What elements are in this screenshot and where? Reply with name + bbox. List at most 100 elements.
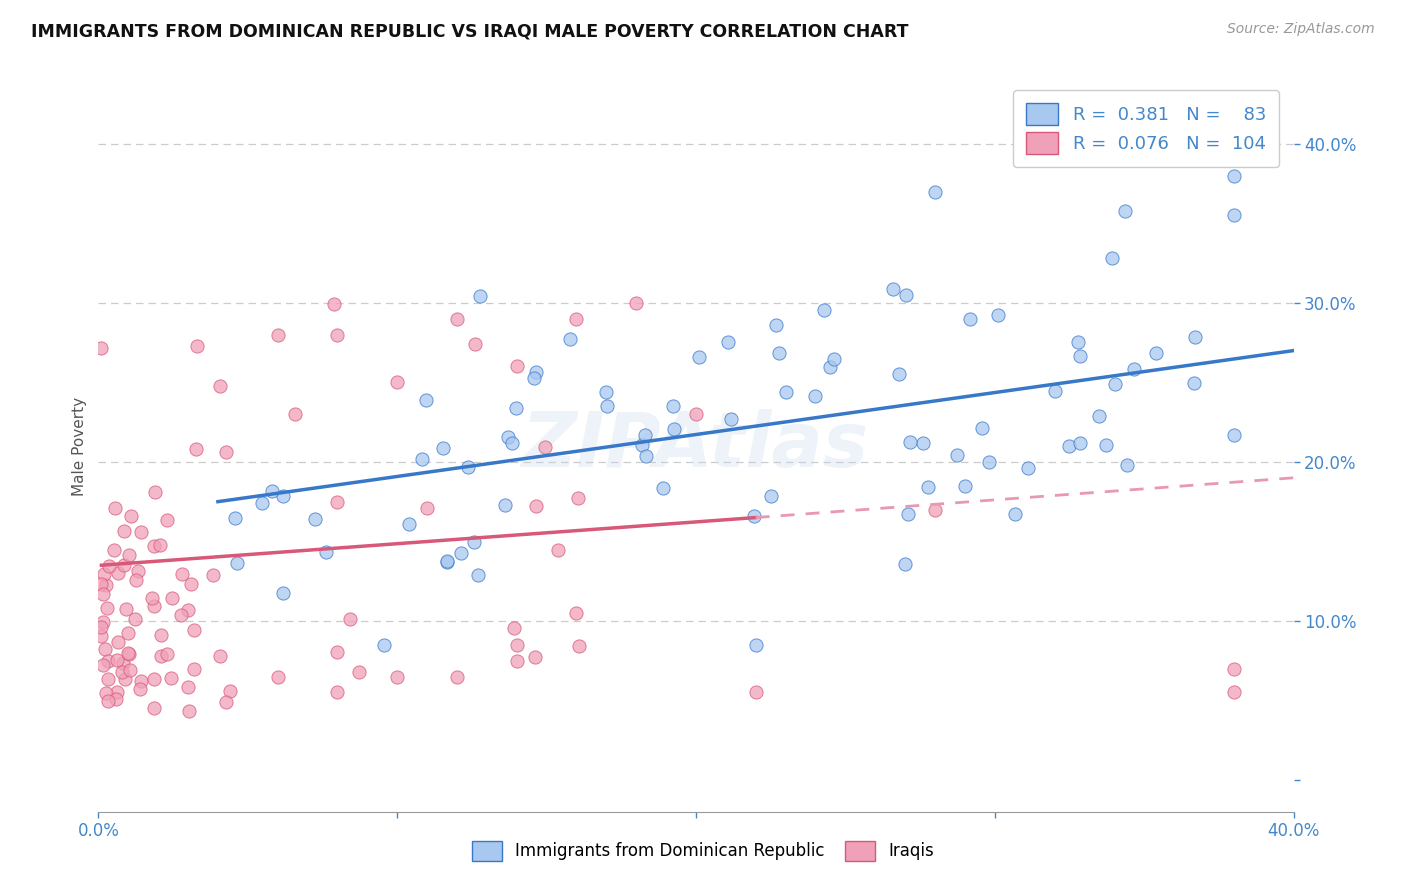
Point [436, 554, 458, 568]
Point [143, 599, 166, 613]
Point [326, 644, 349, 658]
Point [463, 534, 485, 549]
Point [93, 567, 115, 582]
Point [117, 646, 139, 660]
Point [114, 672, 136, 686]
Point [105, 691, 128, 706]
Point [202, 567, 225, 582]
Point [124, 612, 146, 626]
Point [150, 649, 173, 664]
Point [742, 508, 765, 523]
Point [917, 480, 939, 494]
Point [112, 558, 135, 572]
Point [446, 669, 468, 683]
Point [94, 641, 117, 656]
Point [304, 511, 326, 525]
Point [1223, 169, 1246, 183]
Point [634, 428, 657, 442]
Point [112, 657, 135, 671]
Point [464, 337, 486, 351]
Point [117, 626, 139, 640]
Point [468, 289, 491, 303]
Point [267, 327, 290, 342]
Text: Source: ZipAtlas.com: Source: ZipAtlas.com [1227, 22, 1375, 37]
Point [224, 510, 246, 524]
Point [209, 379, 232, 393]
Point [215, 445, 238, 459]
Point [505, 401, 527, 416]
Point [651, 481, 673, 495]
Point [720, 412, 742, 426]
Point [129, 525, 152, 540]
Point [326, 494, 349, 508]
Point [90, 577, 112, 591]
Point [634, 449, 657, 463]
Point [385, 669, 409, 683]
Point [110, 665, 132, 679]
Point [818, 359, 841, 374]
Point [315, 544, 337, 558]
Point [170, 566, 193, 581]
Point [184, 442, 207, 457]
Point [897, 507, 920, 521]
Point [271, 490, 294, 504]
Point [987, 309, 1010, 323]
Point [1223, 685, 1246, 699]
Point [1017, 461, 1039, 475]
Legend: R =  0.381   N =    83, R =  0.076   N =  104: R = 0.381 N = 83, R = 0.076 N = 104 [1012, 90, 1278, 167]
Point [143, 701, 166, 715]
Point [565, 311, 588, 326]
Point [252, 496, 274, 510]
Point [1223, 209, 1246, 223]
Point [664, 421, 686, 435]
Point [1144, 346, 1167, 360]
Text: IMMIGRANTS FROM DOMINICAN REPUBLIC VS IRAQI MALE POVERTY CORRELATION CHART: IMMIGRANTS FROM DOMINICAN REPUBLIC VS IR… [31, 22, 908, 40]
Point [685, 407, 707, 421]
Point [97, 559, 120, 574]
Point [373, 638, 395, 652]
Point [215, 695, 238, 709]
Point [547, 543, 569, 558]
Point [1182, 376, 1205, 391]
Point [273, 585, 295, 599]
Point [688, 351, 710, 365]
Point [284, 408, 307, 422]
Point [180, 576, 202, 591]
Point [267, 669, 290, 683]
Point [97, 694, 120, 708]
Point [506, 359, 529, 374]
Point [887, 367, 910, 381]
Point [107, 566, 129, 580]
Point [498, 430, 520, 444]
Point [567, 491, 589, 506]
Point [446, 311, 468, 326]
Point [94, 686, 117, 700]
Point [467, 567, 489, 582]
Point [626, 296, 648, 310]
Point [177, 704, 200, 718]
Point [972, 421, 994, 435]
Point [768, 346, 790, 360]
Point [127, 564, 149, 578]
Point [385, 376, 409, 390]
Point [1184, 329, 1206, 343]
Point [894, 557, 917, 571]
Point [218, 683, 240, 698]
Point [105, 685, 128, 699]
Point [523, 371, 546, 385]
Point [882, 281, 904, 295]
Point [1067, 334, 1090, 349]
Point [432, 441, 454, 455]
Point [959, 312, 981, 326]
Point [114, 601, 136, 615]
Point [322, 297, 344, 311]
Point [170, 607, 193, 622]
Point [128, 681, 150, 696]
Point [183, 623, 205, 637]
Point [745, 685, 768, 699]
Point [347, 665, 370, 679]
Point [1043, 384, 1066, 399]
Point [104, 501, 127, 516]
Point [125, 574, 148, 588]
Point [506, 654, 529, 668]
